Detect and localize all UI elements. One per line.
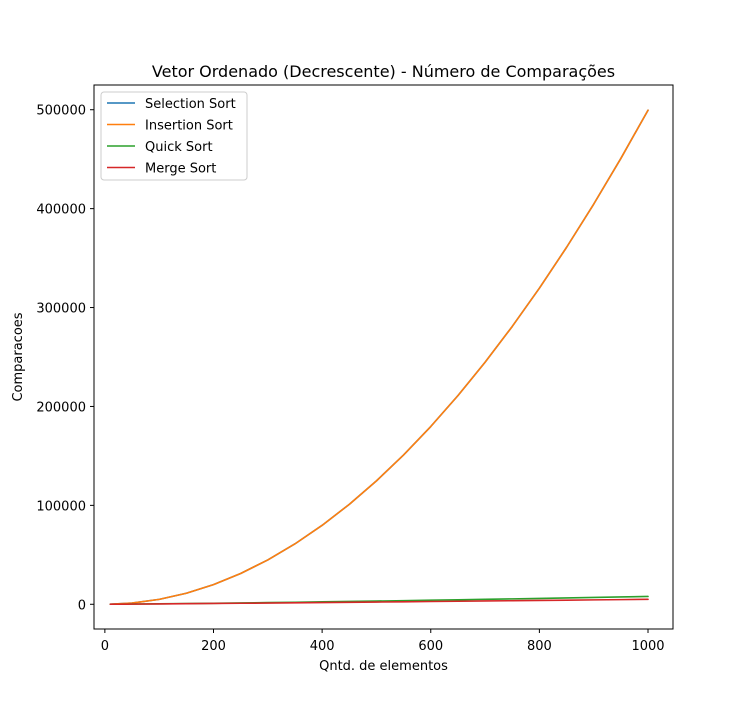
- y-axis-label: Comparacoes: [11, 312, 26, 401]
- x-tick-label: 1000: [631, 639, 664, 654]
- x-tick-label: 200: [201, 639, 226, 654]
- x-axis: 0 200 400 600 800 1000: [101, 629, 665, 654]
- series-layer: [109, 109, 649, 606]
- legend-box: [100, 91, 248, 181]
- y-tick-label: 100000: [36, 499, 86, 514]
- plot-frame: [93, 84, 674, 630]
- y-tick-label: 400000: [36, 203, 86, 218]
- x-tick-label: 600: [418, 639, 443, 654]
- legend-label-quick-sort: Quick Sort: [145, 140, 213, 155]
- series-line-merge-sort: [109, 598, 649, 606]
- legend-items: Selection Sort Insertion Sort Quick Sort Me…: [107, 97, 236, 177]
- x-axis-label: Qntd. de elementos: [319, 659, 448, 674]
- legend: Selection Sort Insertion Sort Quick Sort Me…: [100, 91, 248, 181]
- x-tick-label: 0: [101, 639, 109, 654]
- y-tick-label: 500000: [36, 104, 86, 119]
- legend-label-insertion-sort: Insertion Sort: [145, 119, 233, 134]
- y-tick-label: 300000: [36, 302, 86, 317]
- x-tick-label: 800: [527, 639, 552, 654]
- chart-title: Vetor Ordenado (Decrescente) - Número de…: [152, 62, 615, 81]
- y-tick-label: 200000: [36, 400, 86, 415]
- legend-label-merge-sort: Merge Sort: [145, 162, 216, 177]
- series-line-insertion-sort: [109, 109, 649, 606]
- legend-label-selection-sort: Selection Sort: [145, 97, 236, 112]
- y-axis: 0 100000 200000 300000 400000 500000: [36, 104, 94, 613]
- y-tick-label: 0: [78, 598, 86, 613]
- x-tick-label: 400: [310, 639, 335, 654]
